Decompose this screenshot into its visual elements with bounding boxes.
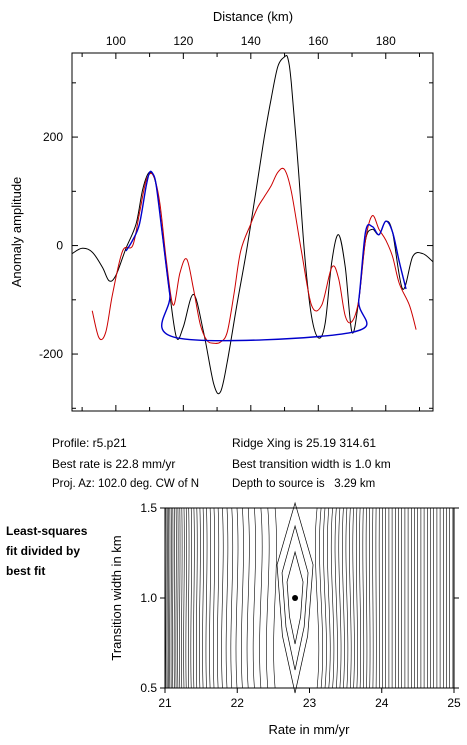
contour-level-line	[175, 507, 177, 689]
contour-level-line	[199, 507, 201, 689]
profile-x-axis-label: Distance (km)	[213, 9, 293, 24]
side-label-line-2: fit divided by	[6, 544, 81, 558]
best-fit-marker	[292, 595, 299, 601]
contour-level-line	[323, 507, 327, 689]
contour-y-tick-label: 0.5	[140, 681, 157, 695]
profile-y-tick-label: 0	[56, 239, 63, 253]
profile-x-tick-label: 180	[376, 34, 396, 48]
side-label-line-3: best fit	[6, 564, 46, 578]
contour-level-line	[202, 507, 204, 689]
contour-level-line	[352, 507, 355, 689]
contour-level-line	[315, 507, 320, 689]
contour-level-line	[362, 507, 365, 689]
contour-level-line	[241, 507, 244, 689]
profile-chart: Distance (km) Anomaly amplitude 100 120 14…	[9, 9, 434, 412]
contour-level-line	[330, 507, 335, 689]
contour-level-line	[286, 550, 304, 645]
profile-y-tick-label: -200	[39, 347, 63, 361]
contour-level-line	[177, 507, 179, 689]
contour-level-line	[221, 507, 224, 689]
profile-x-tick-label: 140	[241, 34, 261, 48]
contour-chart: 21 22 23 24 25 0.5 1.0 1.5 Rate in mm/yr Transi…	[109, 501, 461, 737]
contour-level-line	[246, 507, 250, 689]
contour-level-line	[372, 507, 374, 689]
contour-level-line	[281, 524, 309, 671]
best-transition-text: Best transition width is 1.0 km	[232, 457, 391, 471]
contour-level-line	[209, 507, 212, 689]
contour-x-tick-label: 21	[158, 696, 172, 710]
contour-level-line	[349, 507, 352, 689]
contour-level-line	[225, 507, 229, 689]
contour-level-line	[355, 507, 358, 689]
contour-level-line	[359, 507, 362, 689]
contour-lines	[165, 501, 454, 694]
contour-plot-frame	[164, 507, 455, 689]
contour-level-line	[365, 507, 368, 689]
ridge-crossing-text: Ridge Xing is 25.19 314.61	[232, 436, 377, 450]
contour-x-tick-label: 24	[375, 696, 389, 710]
contour-level-line	[230, 507, 234, 689]
contour-level-line	[345, 507, 349, 689]
contour-level-line	[217, 507, 220, 689]
contour-x-tick-label: 25	[447, 696, 461, 710]
profile-axis-ticks: 100 120 140 160 180 -200 0 200	[39, 34, 433, 411]
contour-level-line	[187, 507, 190, 689]
profile-name-text: Profile: r5.p21	[52, 436, 127, 450]
contour-level-line	[266, 507, 270, 689]
fitted-segment-line	[125, 170, 407, 342]
contour-level-line	[195, 507, 198, 689]
model-anomaly-line	[91, 167, 417, 344]
contour-level-line	[334, 507, 338, 689]
profile-plot-frame	[71, 52, 434, 412]
observed-anomaly-line	[71, 54, 434, 395]
contour-level-line	[368, 507, 371, 689]
contour-level-line	[185, 507, 187, 689]
profile-y-axis-label: Anomaly amplitude	[9, 177, 24, 288]
contour-level-line	[259, 507, 263, 689]
profile-x-tick-label: 100	[106, 34, 126, 48]
contour-level-line	[212, 507, 216, 689]
contour-level-line	[205, 507, 208, 689]
contour-y-axis-label: Transition width in km	[109, 535, 124, 660]
contour-level-line	[327, 507, 331, 689]
contour-level-line	[342, 507, 345, 689]
contour-level-line	[235, 507, 239, 689]
contour-level-line	[193, 507, 195, 689]
depth-to-source-text: Depth to source is 3.29 km	[232, 478, 376, 490]
projection-azimuth-text: Proj. Az: 102.0 deg. CW of N	[52, 478, 200, 490]
side-label-line-1: Least-squares	[6, 524, 88, 538]
contour-level-line	[319, 507, 324, 689]
best-rate-text: Best rate is 22.8 mm/yr	[52, 457, 176, 471]
contour-level-line	[338, 507, 342, 689]
contour-x-tick-label: 23	[303, 696, 317, 710]
contour-y-tick-label: 1.5	[140, 501, 157, 515]
profile-x-tick-label: 160	[308, 34, 328, 48]
side-label: Least-squares fit divided by best fit	[6, 521, 87, 581]
contour-x-tick-label: 22	[231, 696, 245, 710]
contour-level-line	[273, 507, 277, 689]
profile-series-group	[71, 54, 434, 395]
contour-level-line	[181, 507, 183, 689]
profile-x-tick-label: 120	[173, 34, 193, 48]
profile-y-tick-label: 200	[43, 130, 63, 144]
contour-x-axis-label: Rate in mm/yr	[269, 722, 351, 737]
contour-level-line	[276, 501, 314, 694]
contour-level-line	[190, 507, 192, 689]
contour-level-line	[179, 507, 181, 689]
contour-level-line	[183, 507, 185, 689]
contour-y-tick-label: 1.0	[140, 591, 157, 605]
contour-level-line	[252, 507, 256, 689]
contour-axis-ticks: 21 22 23 24 25 0.5 1.0 1.5	[140, 501, 461, 710]
